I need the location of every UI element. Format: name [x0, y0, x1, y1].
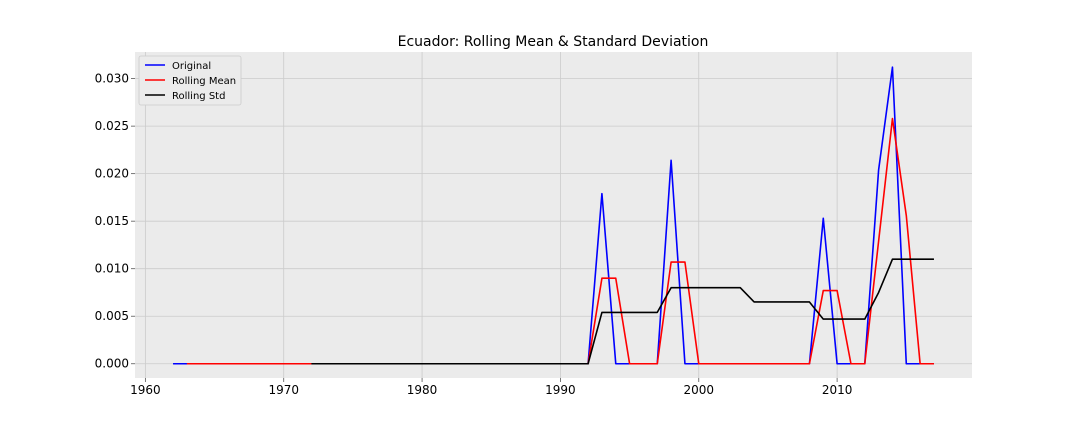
legend-label-original: Original	[172, 61, 211, 72]
legend-box	[138, 55, 242, 106]
x-tick-label: 2000	[683, 383, 714, 397]
series-line-rolling-std	[311, 258, 934, 365]
series-line-rolling-mean	[186, 117, 934, 365]
x-tick-label: 1970	[268, 383, 299, 397]
x-axis: 1960 1970 1980 1990 2000 2010	[130, 378, 852, 397]
series-layer	[173, 66, 934, 365]
x-tick-label: 1960	[130, 383, 161, 397]
legend: Original Rolling Mean Rolling Std	[138, 55, 242, 106]
legend-label-rolling-std: Rolling Std	[172, 91, 225, 102]
x-tick-label: 1980	[407, 383, 438, 397]
y-axis: 0.000 0.005 0.010 0.015 0.020 0.025 0.030	[95, 72, 135, 371]
y-tick-label: 0.025	[95, 119, 129, 133]
x-tick-label: 2010	[822, 383, 853, 397]
x-tick-label: 1990	[545, 383, 576, 397]
y-tick-label: 0.010	[95, 262, 129, 276]
chart-title: Ecuador: Rolling Mean & Standard Deviati…	[398, 34, 709, 50]
y-tick-label: 0.000	[95, 357, 129, 371]
y-tick-label: 0.030	[95, 72, 129, 86]
legend-label-rolling-mean: Rolling Mean	[172, 76, 236, 87]
y-tick-label: 0.015	[95, 214, 129, 228]
y-tick-label: 0.005	[95, 309, 129, 323]
plot-background	[135, 52, 972, 378]
y-tick-label: 0.020	[95, 167, 129, 181]
